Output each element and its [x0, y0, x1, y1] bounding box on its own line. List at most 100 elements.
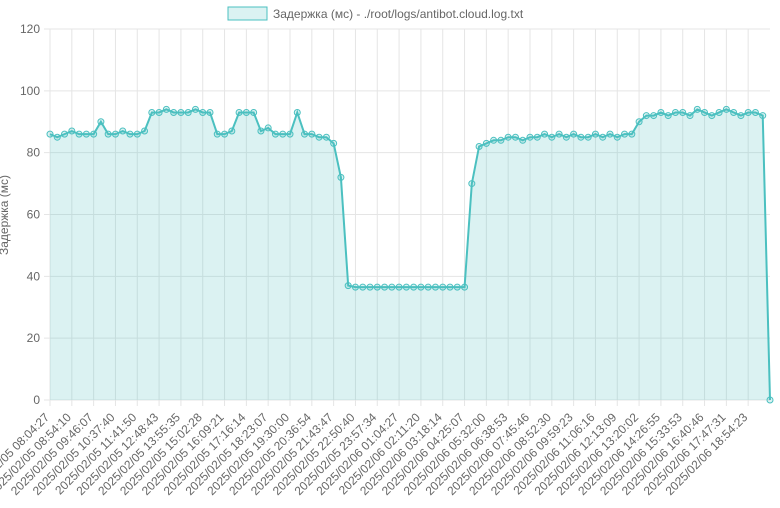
- point: [671, 108, 679, 116]
- point: [526, 133, 534, 141]
- point: [308, 130, 316, 138]
- point: [475, 142, 483, 150]
- point: [271, 130, 279, 138]
- point: [468, 180, 476, 188]
- point: [613, 133, 621, 141]
- point: [104, 130, 112, 138]
- point: [97, 118, 105, 126]
- y-tick-label: 120: [20, 22, 40, 36]
- point: [722, 105, 730, 113]
- point: [511, 133, 519, 141]
- point: [315, 133, 323, 141]
- point: [141, 127, 149, 135]
- point: [279, 130, 287, 138]
- point: [766, 396, 774, 404]
- point: [686, 112, 694, 120]
- point: [330, 139, 338, 147]
- point: [621, 130, 629, 138]
- point: [679, 108, 687, 116]
- point: [381, 283, 389, 291]
- point: [184, 108, 192, 116]
- point: [90, 130, 98, 138]
- point: [250, 108, 258, 116]
- point: [322, 133, 330, 141]
- point: [148, 108, 156, 116]
- point: [650, 112, 658, 120]
- point: [570, 130, 578, 138]
- point: [213, 130, 221, 138]
- point: [301, 130, 309, 138]
- point: [402, 283, 410, 291]
- point: [286, 130, 294, 138]
- point: [61, 130, 69, 138]
- point: [635, 118, 643, 126]
- point: [293, 108, 301, 116]
- point: [395, 283, 403, 291]
- point: [242, 108, 250, 116]
- point: [344, 282, 352, 290]
- point: [46, 130, 54, 138]
- point: [191, 105, 199, 113]
- point: [737, 112, 745, 120]
- point: [533, 133, 541, 141]
- point: [133, 130, 141, 138]
- line: [49, 108, 771, 401]
- point: [351, 283, 359, 291]
- point: [68, 127, 76, 135]
- point: [111, 130, 119, 138]
- point: [221, 130, 229, 138]
- point: [657, 108, 665, 116]
- point: [170, 108, 178, 116]
- point: [461, 283, 469, 291]
- point: [628, 130, 636, 138]
- point: [126, 130, 134, 138]
- point: [577, 133, 585, 141]
- point: [337, 173, 345, 181]
- point: [482, 139, 490, 147]
- point: [555, 130, 563, 138]
- point: [730, 108, 738, 116]
- y-tick-label: 80: [27, 146, 41, 160]
- point: [410, 283, 418, 291]
- point: [642, 112, 650, 120]
- y-tick-label: 40: [27, 269, 41, 283]
- point: [177, 108, 185, 116]
- point: [359, 283, 367, 291]
- point: [431, 283, 439, 291]
- y-tick-label: 100: [20, 84, 40, 98]
- point: [119, 127, 127, 135]
- point: [490, 136, 498, 144]
- point: [235, 108, 243, 116]
- point: [162, 105, 170, 113]
- legend-swatch: [227, 6, 268, 21]
- point: [155, 108, 163, 116]
- point: [701, 108, 709, 116]
- point: [228, 127, 236, 135]
- point: [497, 136, 505, 144]
- point: [599, 133, 607, 141]
- point: [264, 124, 272, 132]
- point: [366, 283, 374, 291]
- point: [439, 283, 447, 291]
- point: [75, 130, 83, 138]
- y-tick-label: 60: [27, 208, 41, 222]
- point: [53, 133, 61, 141]
- point: [664, 112, 672, 120]
- point: [744, 108, 752, 116]
- point: [715, 108, 723, 116]
- y-tick-label: 0: [33, 393, 40, 407]
- point: [82, 130, 90, 138]
- point: [424, 283, 432, 291]
- legend-label: Задержка (мс) - ./root/logs/antibot.clou…: [273, 7, 524, 21]
- point: [504, 133, 512, 141]
- point: [606, 130, 614, 138]
- point: [708, 112, 716, 120]
- point: [373, 283, 381, 291]
- point: [519, 136, 527, 144]
- y-axis-title: Задержка (мс): [0, 175, 11, 255]
- point: [562, 133, 570, 141]
- point: [446, 283, 454, 291]
- point: [199, 108, 207, 116]
- point: [548, 133, 556, 141]
